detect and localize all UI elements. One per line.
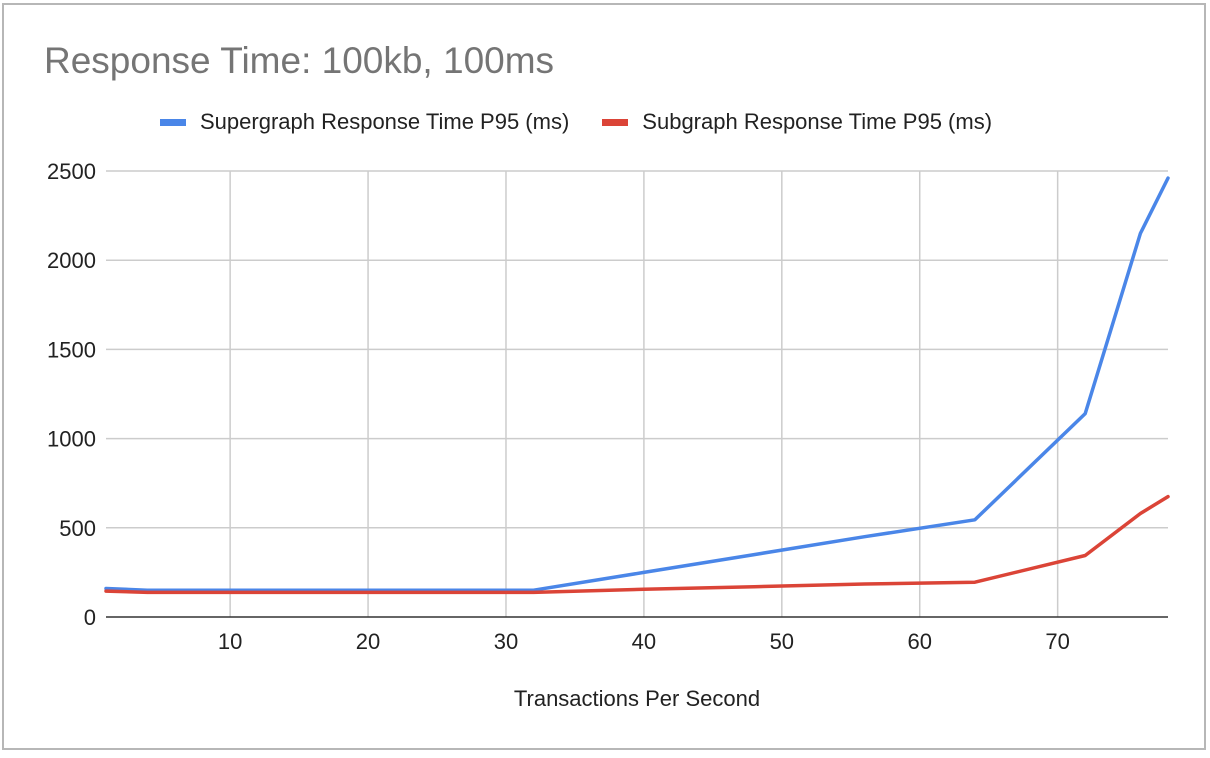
y-tick-label-2500: 2500 (47, 159, 96, 184)
series-line-supergraph (104, 176, 1170, 592)
y-tick-label-1500: 1500 (47, 337, 96, 362)
legend-swatch-supergraph (160, 118, 186, 126)
legend-swatch-subgraph (602, 118, 629, 126)
x-tick-label-20: 20 (356, 629, 380, 654)
x-tick-label-60: 60 (907, 629, 931, 654)
x-tick-label-40: 40 (632, 629, 656, 654)
chart-frame (2, 3, 1206, 750)
x-axis-title: Transactions Per Second (513, 686, 761, 711)
x-tick-label-30: 30 (494, 629, 518, 654)
legend-item-subgraph: Subgraph Response Time P95 (ms) (602, 109, 992, 135)
x-tick-label-10: 10 (218, 629, 242, 654)
series-line-subgraph (104, 494, 1170, 595)
x-tick-label-50: 50 (770, 629, 794, 654)
legend-item-supergraph: Supergraph Response Time P95 (ms) (160, 109, 569, 135)
y-tick-label-0: 0 (84, 605, 96, 630)
y-tick-label-500: 500 (59, 516, 96, 541)
chart-title: Response Time: 100kb, 100ms (44, 40, 555, 81)
legend-label-supergraph: Supergraph Response Time P95 (ms) (200, 109, 570, 134)
chart-legend: Supergraph Response Time P95 (ms) Subgra… (160, 108, 1025, 136)
y-tick-label-2000: 2000 (47, 248, 96, 273)
legend-label-subgraph: Subgraph Response Time P95 (ms) (642, 109, 993, 134)
y-tick-label-1000: 1000 (47, 427, 96, 452)
x-tick-label-70: 70 (1045, 629, 1069, 654)
